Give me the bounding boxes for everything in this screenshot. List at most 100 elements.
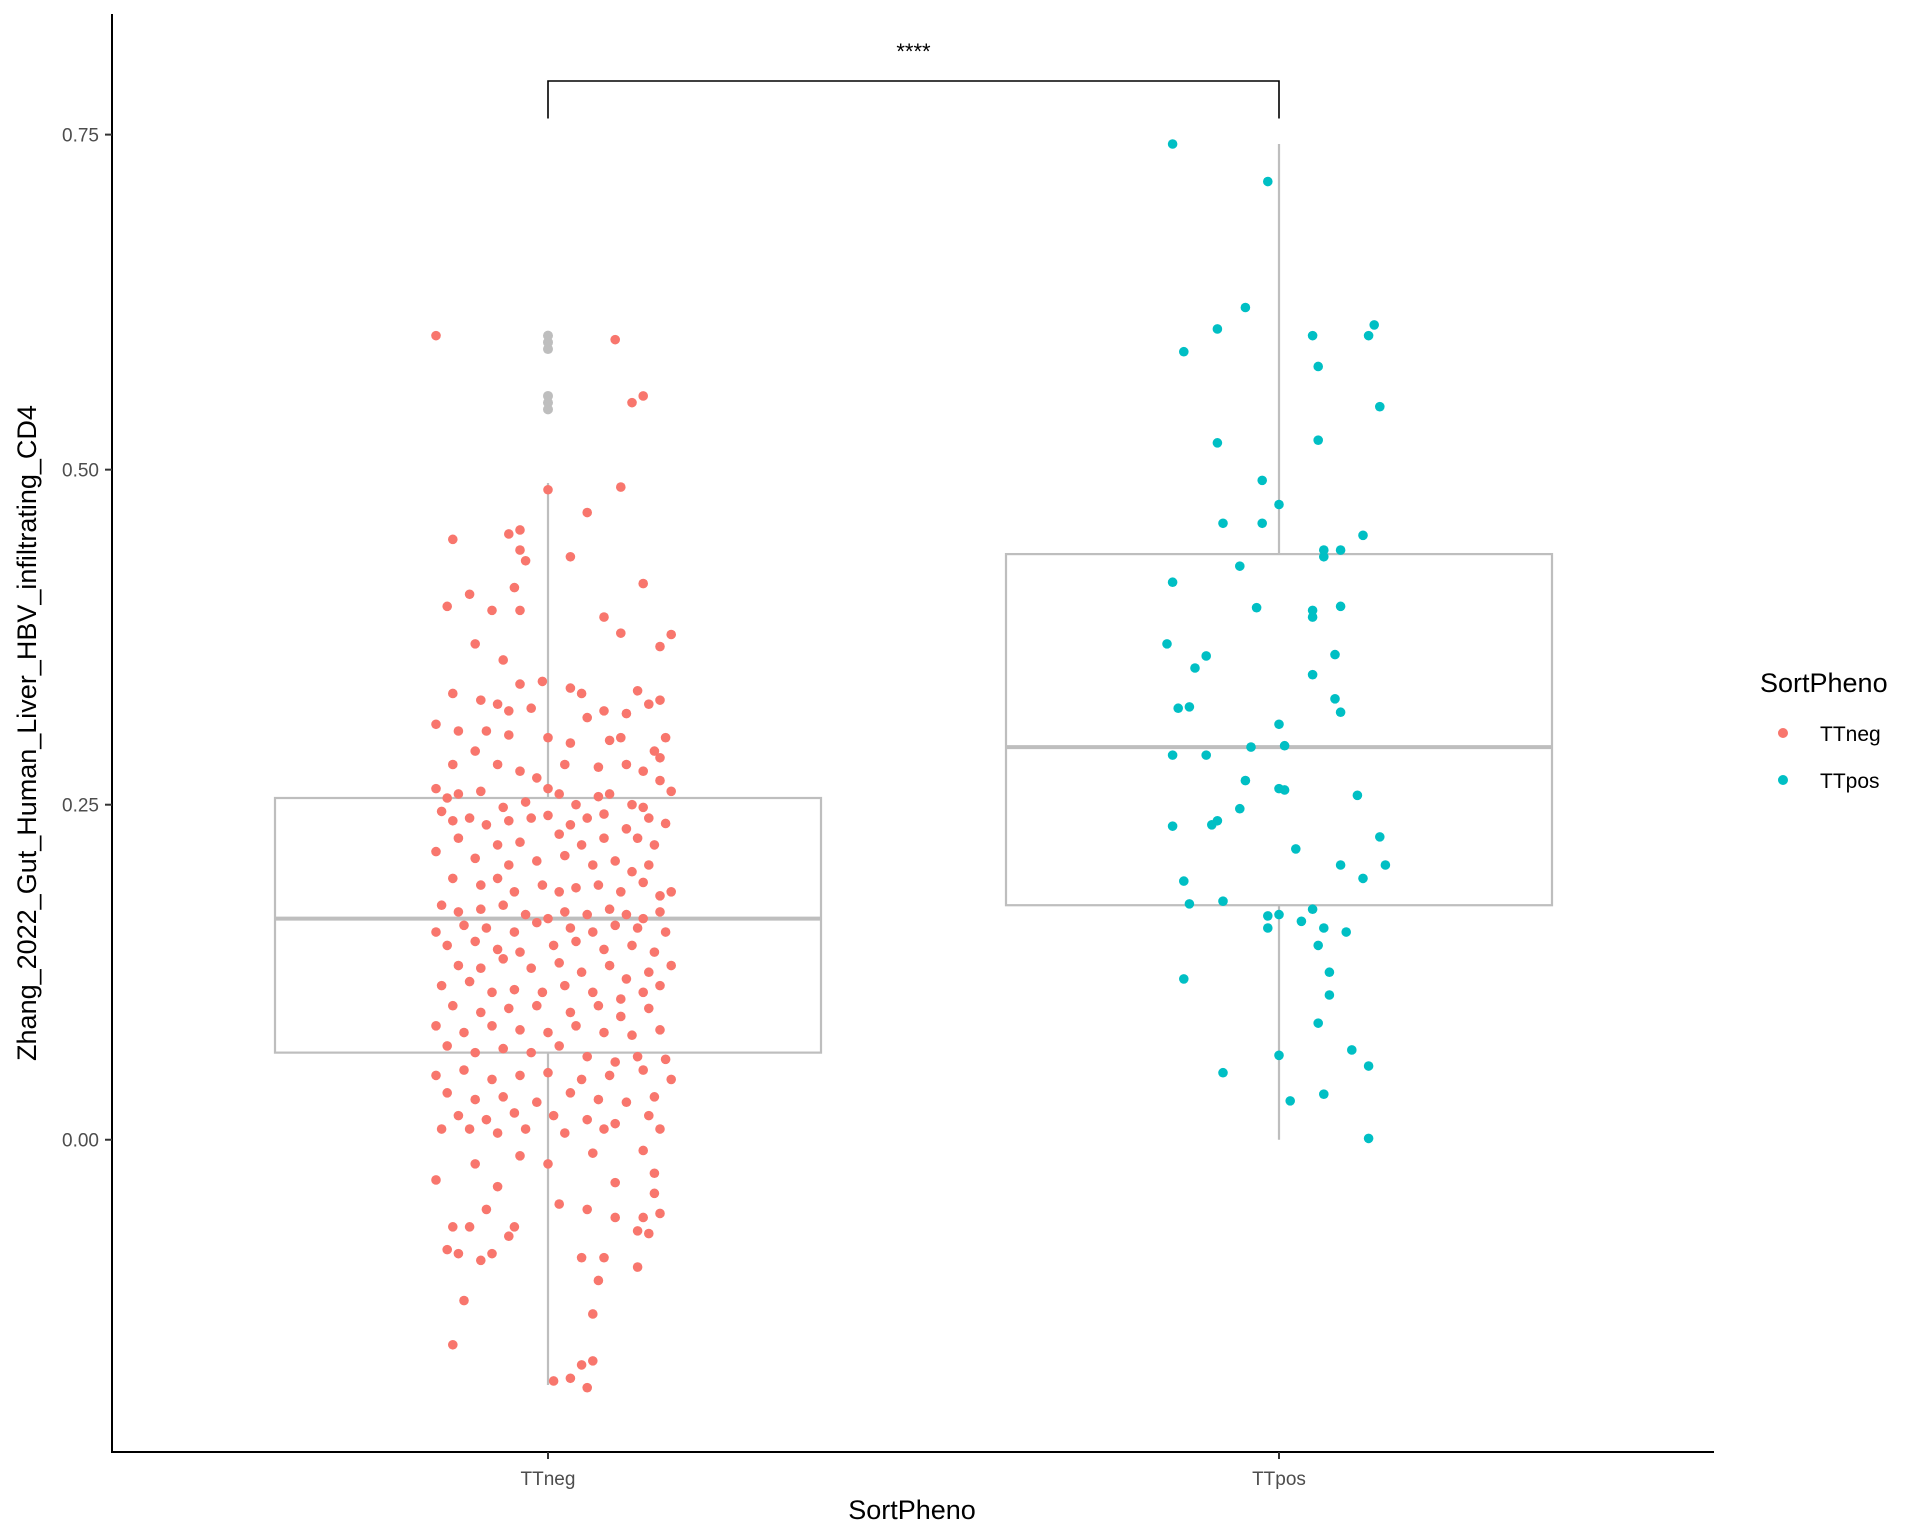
- data-point: [515, 1070, 525, 1081]
- data-point: [448, 534, 458, 545]
- data-point: [436, 900, 447, 911]
- data-point: [448, 815, 458, 826]
- data-point: [621, 974, 632, 984]
- data-point: [1240, 302, 1251, 313]
- data-point: [649, 1092, 660, 1102]
- data-point: [576, 840, 587, 850]
- data-point: [571, 799, 581, 810]
- data-point: [532, 856, 542, 866]
- data-point: [487, 1074, 497, 1085]
- data-point: [481, 1114, 492, 1125]
- data-point: [610, 920, 620, 931]
- data-point: [492, 873, 503, 884]
- data-point: [632, 685, 643, 696]
- data-point: [666, 786, 676, 797]
- data-point: [655, 1025, 665, 1035]
- data-point: [1201, 750, 1211, 760]
- data-point: [515, 679, 525, 689]
- data-point: [543, 484, 553, 495]
- data-point: [1307, 612, 1318, 622]
- data-point: [666, 960, 676, 971]
- data-point: [1167, 750, 1178, 760]
- data-point: [459, 1295, 469, 1306]
- data-point: [565, 923, 576, 933]
- data-point: [565, 1373, 576, 1384]
- data-point: [464, 813, 475, 823]
- data-point: [666, 887, 676, 897]
- data-point: [554, 1041, 564, 1051]
- data-point: [453, 789, 464, 799]
- data-point: [616, 628, 626, 638]
- data-point: [481, 820, 492, 830]
- data-point: [655, 752, 665, 763]
- data-point: [1279, 740, 1290, 751]
- data-point: [632, 833, 643, 844]
- data-point: [448, 1222, 458, 1232]
- data-point: [1335, 860, 1346, 870]
- data-point: [644, 1110, 654, 1121]
- data-point: [1307, 669, 1318, 680]
- data-point: [487, 1248, 497, 1259]
- data-point: [660, 1054, 671, 1065]
- data-point: [532, 1000, 542, 1011]
- data-point: [442, 601, 453, 612]
- data-point: [621, 708, 632, 719]
- data-point: [1207, 820, 1217, 830]
- data-point: [548, 1110, 559, 1121]
- data-point: [604, 789, 615, 799]
- data-point: [498, 1092, 509, 1102]
- data-point: [1179, 876, 1189, 886]
- data-point: [492, 944, 503, 955]
- data-point: [554, 958, 564, 968]
- data-point: [476, 904, 486, 915]
- data-point: [476, 880, 486, 890]
- data-point: [431, 1070, 441, 1081]
- data-point: [442, 940, 453, 951]
- data-point: [1307, 330, 1318, 341]
- data-point: [610, 856, 620, 866]
- data-point: [543, 1027, 553, 1038]
- data-point: [565, 820, 576, 830]
- data-point: [560, 850, 570, 861]
- significance-label: ****: [896, 39, 931, 64]
- data-point: [470, 936, 481, 947]
- y-tick-label: 0.50: [62, 461, 99, 482]
- data-point: [604, 904, 615, 915]
- x-axis-title: SortPheno: [848, 1495, 976, 1525]
- data-point: [627, 799, 637, 810]
- data-point: [436, 806, 447, 817]
- data-point: [655, 907, 665, 917]
- data-point: [515, 766, 525, 776]
- data-point: [655, 891, 665, 901]
- data-point: [1201, 651, 1211, 661]
- data-point: [1324, 990, 1335, 1000]
- data-point: [1313, 940, 1323, 951]
- data-point: [649, 1188, 660, 1199]
- data-point: [1167, 577, 1178, 588]
- data-point: [632, 1051, 643, 1062]
- data-point: [1274, 499, 1284, 510]
- data-point: [604, 960, 615, 971]
- legend-label-ttpos: TTpos: [1820, 770, 1880, 793]
- data-point: [1347, 1045, 1357, 1055]
- data-point: [504, 1003, 514, 1014]
- data-point: [515, 605, 525, 616]
- data-point: [453, 960, 464, 971]
- data-point: [1291, 844, 1301, 854]
- legend-key-ttneg: [1778, 728, 1788, 738]
- data-point: [509, 582, 520, 593]
- data-point: [548, 940, 559, 951]
- data-point: [1358, 873, 1368, 884]
- data-point: [565, 683, 576, 693]
- data-point: [1363, 1061, 1374, 1071]
- data-point: [621, 759, 632, 770]
- data-point: [520, 797, 531, 807]
- data-point: [627, 866, 637, 877]
- data-point: [666, 1074, 676, 1085]
- boxplot-layer: [273, 143, 1554, 1385]
- box-iqr: [273, 796, 823, 1054]
- data-point: [627, 397, 637, 408]
- data-point: [644, 1228, 654, 1239]
- data-point: [498, 802, 509, 813]
- data-point: [576, 688, 587, 699]
